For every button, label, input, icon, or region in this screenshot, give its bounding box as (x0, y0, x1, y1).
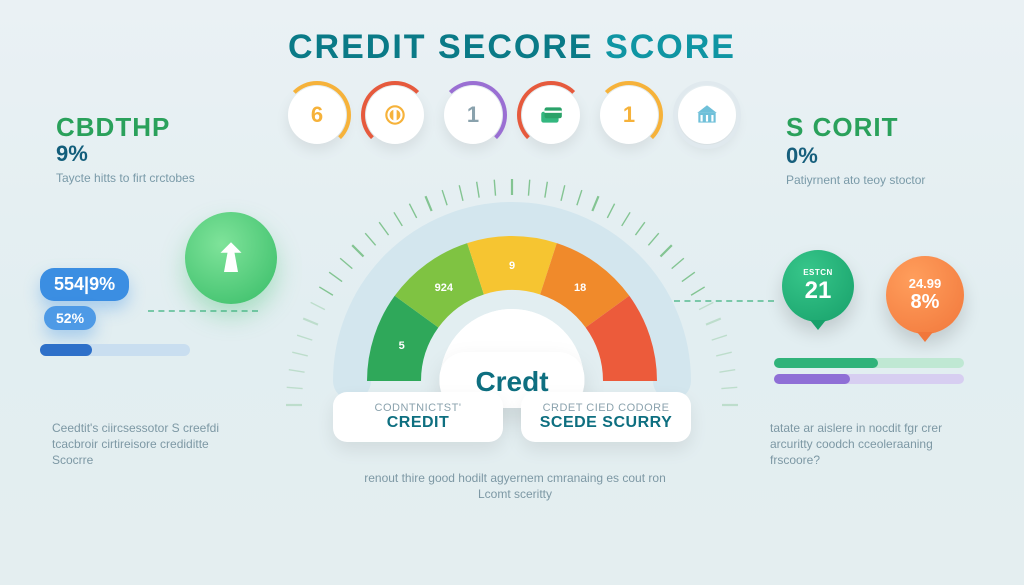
category-card-top: CRDET CIED CODORE (533, 402, 679, 414)
category-card-main: SCEDE SCURRY (533, 414, 679, 432)
left-bar-fill (40, 344, 92, 356)
right-bubble-green-top: ESTCN (803, 268, 833, 277)
left-badge-1: 554|9% (40, 268, 129, 301)
right-bubble-green-value: 21 (805, 277, 832, 305)
right-bubble-orange-top: 24.99 (909, 276, 942, 291)
left-heading: CBDTHP 9% (56, 112, 236, 167)
factor-icon-1: 6 (288, 86, 346, 144)
right-bubble-orange: 24.99 8% (886, 256, 964, 334)
svg-text:924: 924 (435, 282, 454, 294)
page-title: CREDIT SECORE SCORE (288, 28, 736, 67)
left-heading-value: 9% (56, 141, 236, 167)
center-paragraph: renout thire good hodilt agyernem cmrana… (360, 470, 670, 502)
right-bar-1-fill (774, 358, 878, 368)
factor-icon-4 (522, 86, 580, 144)
connector-right (674, 300, 774, 302)
svg-text:5: 5 (399, 340, 405, 352)
category-card-top: CODNTNICTST' (345, 402, 491, 414)
ring-icon (439, 81, 507, 149)
factor-icon-2 (366, 86, 424, 144)
category-card-main: CREDIT (345, 414, 491, 432)
left-heading-title: CBDTHP (56, 112, 236, 143)
title-word-3: SCORE (605, 28, 736, 66)
left-subtext: Taycte hitts to firt crctobes (56, 171, 236, 186)
left-paragraph: Ceedtit's ciircsessotor S creefdi tcacbr… (52, 420, 242, 469)
factor-icon-5: 1 (600, 86, 658, 144)
right-bar-2-fill (774, 374, 850, 384)
left-marker-icon (185, 212, 277, 304)
right-bubble-orange-value: 8% (911, 291, 940, 314)
right-heading-title: S CORIT (786, 112, 976, 143)
category-card-left: CODNTNICTST' CREDIT (333, 392, 503, 442)
right-subtext: Patiyrnent ato teoy stoctor (786, 173, 976, 188)
ring-icon (517, 81, 585, 149)
category-card-right: CRDET CIED CODORE SCEDE SCURRY (521, 392, 691, 442)
factor-icon-6 (678, 86, 736, 144)
icon-row: 6 1 1 (288, 86, 736, 144)
gauge: 5924918 Credt (327, 186, 697, 396)
left-badge-2: 52% (44, 306, 96, 330)
right-bars (774, 352, 964, 384)
ring-icon (283, 81, 351, 149)
right-column: S CORIT 0% Patiyrnent ato teoy stoctor (786, 112, 976, 188)
svg-text:18: 18 (574, 282, 586, 294)
title-word-2: SECORE (438, 28, 594, 66)
ring-icon (673, 81, 741, 149)
category-cards: CODNTNICTST' CREDIT CRDET CIED CODORE SC… (333, 392, 691, 442)
factor-icon-3: 1 (444, 86, 502, 144)
check-arrow-icon (210, 237, 252, 279)
left-column: CBDTHP 9% Taycte hitts to firt crctobes (56, 112, 236, 186)
ring-icon (595, 81, 663, 149)
svg-text:9: 9 (509, 260, 515, 272)
right-paragraph: tatate ar aislere in nocdit fgr crer arc… (770, 420, 970, 469)
right-heading-value: 0% (786, 143, 976, 169)
ring-icon (361, 81, 429, 149)
connector-left (148, 310, 258, 312)
right-bubble-green: ESTCN 21 (782, 250, 854, 322)
right-heading: S CORIT 0% (786, 112, 976, 169)
title-word-1: CREDIT (288, 28, 427, 66)
